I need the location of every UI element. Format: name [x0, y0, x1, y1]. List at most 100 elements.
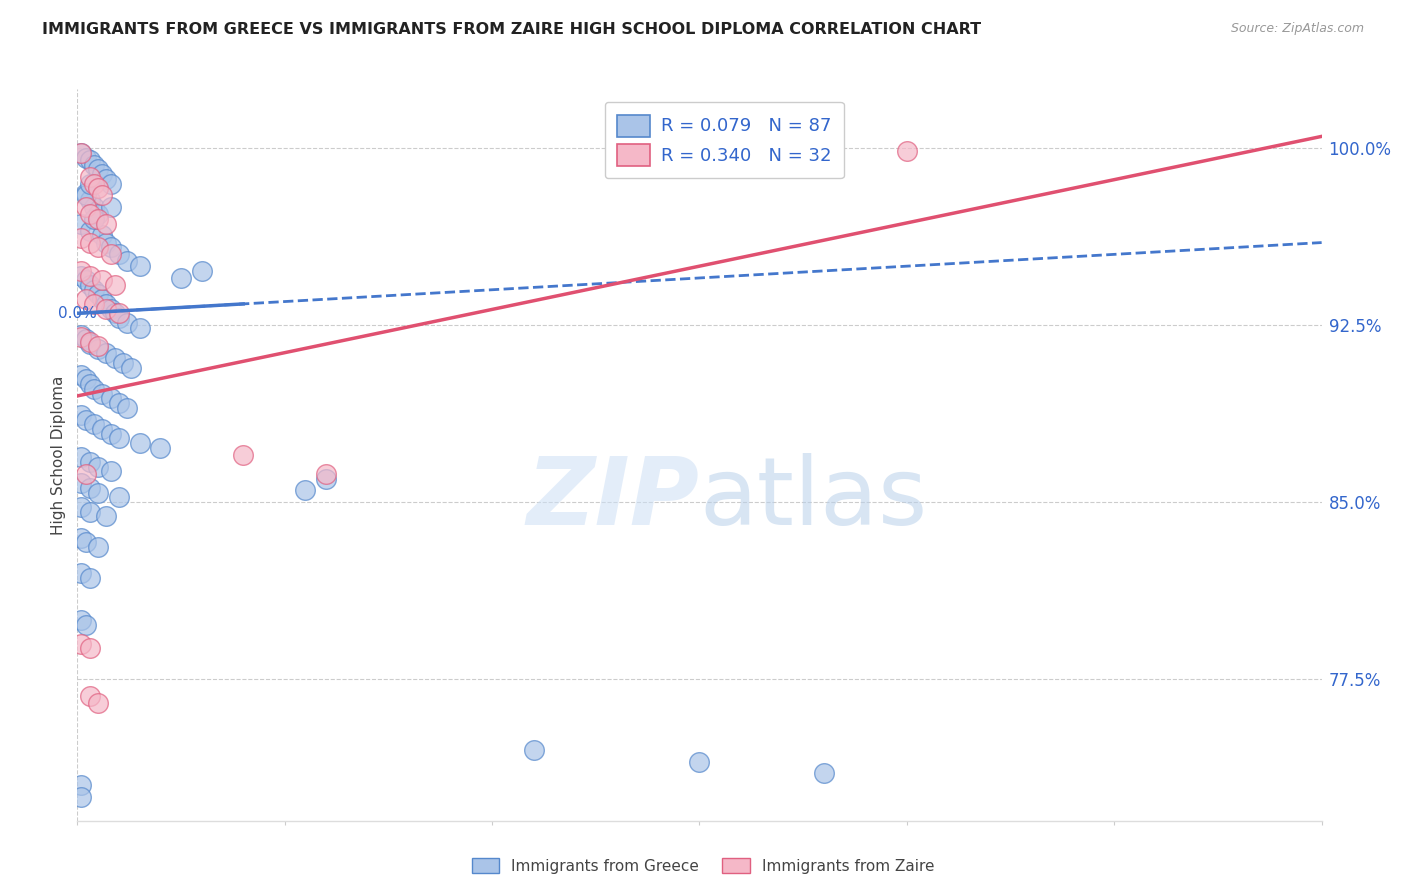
Point [75, 292, 97, 306]
Point [294, 483, 316, 498]
Point [79, 571, 101, 585]
Point [91, 273, 114, 287]
Point [70, 145, 93, 160]
Point [79, 224, 101, 238]
Point [108, 431, 131, 445]
Point [91, 292, 114, 306]
Text: IMMIGRANTS FROM GREECE VS IMMIGRANTS FROM ZAIRE HIGH SCHOOL DIPLOMA CORRELATION : IMMIGRANTS FROM GREECE VS IMMIGRANTS FRO… [42, 22, 981, 37]
Point [87, 207, 110, 221]
Point [75, 200, 97, 214]
Point [79, 193, 101, 207]
Point [75, 188, 97, 202]
Point [70, 566, 93, 580]
Point [91, 188, 114, 202]
Legend: Immigrants from Greece, Immigrants from Zaire: Immigrants from Greece, Immigrants from … [465, 852, 941, 880]
Point [75, 412, 97, 426]
Point [100, 177, 122, 191]
Point [115, 254, 138, 268]
Point [79, 641, 101, 656]
Point [149, 441, 172, 455]
Point [87, 240, 110, 254]
Point [115, 401, 138, 415]
Text: atlas: atlas [700, 453, 928, 545]
Point [79, 235, 101, 250]
Point [108, 491, 131, 505]
Point [79, 455, 101, 469]
Point [87, 287, 110, 301]
Point [75, 617, 97, 632]
Text: Source: ZipAtlas.com: Source: ZipAtlas.com [1230, 22, 1364, 36]
Point [100, 426, 122, 441]
Point [79, 278, 101, 293]
Point [70, 145, 93, 160]
Point [75, 273, 97, 287]
Point [87, 696, 110, 710]
Point [70, 330, 93, 344]
Point [70, 476, 93, 491]
Point [315, 471, 337, 485]
Point [70, 500, 93, 514]
Point [87, 459, 110, 474]
Legend: R = 0.079   N = 87, R = 0.340   N = 32: R = 0.079 N = 87, R = 0.340 N = 32 [605, 102, 844, 178]
Point [70, 231, 93, 245]
Point [75, 332, 97, 346]
Point [87, 162, 110, 177]
Point [896, 144, 918, 158]
Point [523, 743, 546, 757]
Point [108, 306, 131, 320]
Point [96, 217, 118, 231]
Point [75, 372, 97, 386]
Point [83, 297, 105, 311]
Point [75, 186, 97, 200]
Point [689, 755, 711, 769]
Text: ZIP: ZIP [527, 453, 700, 545]
Point [100, 247, 122, 261]
Point [87, 339, 110, 353]
Point [96, 172, 118, 186]
Point [70, 637, 93, 651]
Point [87, 485, 110, 500]
Point [79, 377, 101, 392]
Point [104, 278, 127, 293]
Point [79, 337, 101, 351]
Point [100, 240, 122, 254]
Point [120, 360, 142, 375]
Point [83, 211, 105, 226]
Point [96, 346, 118, 360]
Point [79, 169, 101, 184]
Point [100, 392, 122, 406]
Point [87, 540, 110, 554]
Point [96, 509, 118, 524]
Point [70, 327, 93, 342]
Point [79, 334, 101, 349]
Point [813, 766, 835, 780]
Point [70, 531, 93, 545]
Point [79, 689, 101, 703]
Point [108, 396, 131, 410]
Point [128, 436, 150, 450]
Point [70, 268, 93, 283]
Point [115, 316, 138, 330]
Point [96, 297, 118, 311]
Point [70, 790, 93, 805]
Point [91, 422, 114, 436]
Point [83, 200, 105, 214]
Point [170, 271, 193, 285]
Point [91, 386, 114, 401]
Point [111, 356, 134, 370]
Point [70, 408, 93, 422]
Point [83, 417, 105, 432]
Point [83, 283, 105, 297]
Point [191, 264, 214, 278]
Point [83, 158, 105, 172]
Point [108, 311, 131, 326]
Point [70, 450, 93, 465]
Point [100, 301, 122, 316]
Point [100, 465, 122, 479]
Point [79, 268, 101, 283]
Point [104, 306, 127, 320]
Point [70, 613, 93, 627]
Point [79, 504, 101, 518]
Point [96, 301, 118, 316]
Point [104, 351, 127, 366]
